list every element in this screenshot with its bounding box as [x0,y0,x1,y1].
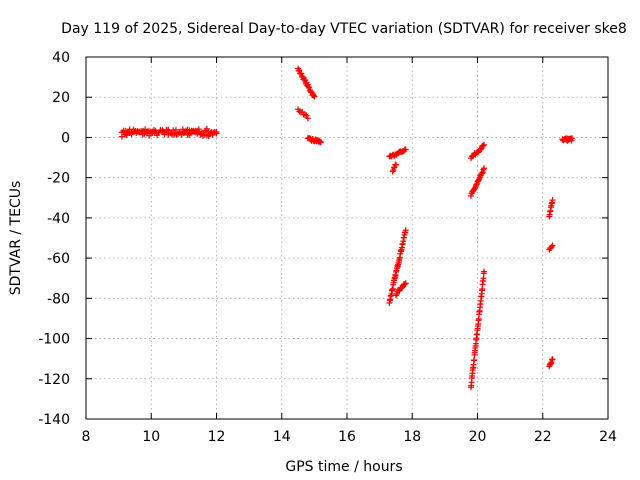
data-point [310,92,317,99]
x-tick-label: 12 [208,429,226,445]
series-arc-20-long [467,268,488,391]
data-point [184,131,191,138]
x-tick-label: 10 [142,429,160,445]
data-point [549,242,556,249]
series-arc-22-b [546,242,556,253]
x-tick-label: 8 [82,429,91,445]
data-point [481,141,488,148]
data-point [481,165,488,172]
data-point [299,108,306,115]
data-point [390,164,397,171]
data-point [396,287,403,294]
series-arc-17-18-a [386,146,409,160]
data-point [302,111,309,118]
series-arc-14-15-desc [295,65,318,100]
axis-ticks [85,56,609,420]
data-point [548,243,555,250]
series-arc-22-23-flat [559,135,576,144]
y-tick-label: -60 [47,251,70,267]
series-arc-17-18-c [392,280,409,299]
y-tick-label: -100 [38,332,70,348]
data-point [549,197,556,204]
data-point [480,142,487,149]
x-tick-label: 22 [534,429,552,445]
data-point [480,166,487,173]
data-point [142,126,149,133]
y-tick-label: -120 [38,372,70,388]
grid-lines [86,57,608,419]
series-arc-20-b [467,165,488,199]
data-point [307,88,314,95]
data-point [213,130,220,137]
data-point [392,161,399,168]
y-axis-label: SDTVAR / TECUs [8,181,24,296]
data-point [402,146,409,153]
y-tick-label: -80 [47,291,70,307]
data-point [477,146,484,153]
y-tick-label: -20 [47,171,70,187]
series-arc-9-12b [118,126,220,140]
data-point [205,133,212,140]
data-point [305,83,312,90]
x-tick-label: 24 [599,429,617,445]
series-arc-22-c [546,356,556,370]
series-arc-17-18-b [389,161,399,175]
y-tick-label: 20 [52,90,70,106]
series-arc-20-a [467,141,488,162]
data-point [124,130,131,137]
series-arc-22-a [546,197,556,220]
data-point [303,112,310,119]
data-point [471,357,478,364]
chart-title: Day 119 of 2025, Sidereal Day-to-day VTE… [61,21,627,37]
data-point [399,284,406,291]
y-tick-labels: 40 20 0 -20 -40 -60 -80 -100 -120 -140 [38,50,70,428]
data-point [402,227,409,234]
data-point [172,126,179,133]
data-point [549,356,556,363]
data-points [118,65,576,391]
data-point [311,93,318,100]
y-tick-label: 0 [61,130,70,146]
x-tick-label: 20 [469,429,487,445]
data-point [317,139,324,146]
series-arc-14-15-small [295,106,311,122]
y-tick-label: -140 [38,412,70,428]
series-arc-15-flat [304,135,324,146]
data-point [171,131,178,138]
y-tick-label: 40 [52,50,70,66]
data-point [163,127,170,134]
data-point [569,135,576,142]
data-point [402,280,409,287]
y-tick-label: -40 [47,211,70,227]
data-point [304,115,311,122]
data-point [472,182,479,189]
data-point [481,268,488,275]
data-point [401,281,408,288]
x-tick-labels: 8 10 12 14 16 18 20 22 24 [82,429,617,445]
data-point [479,170,486,177]
data-point [298,70,305,77]
x-tick-label: 14 [273,429,291,445]
data-point [296,67,303,74]
x-tick-label: 16 [338,429,356,445]
x-axis-label: GPS time / hours [285,459,402,475]
data-point [475,177,482,184]
x-tick-label: 18 [403,429,421,445]
